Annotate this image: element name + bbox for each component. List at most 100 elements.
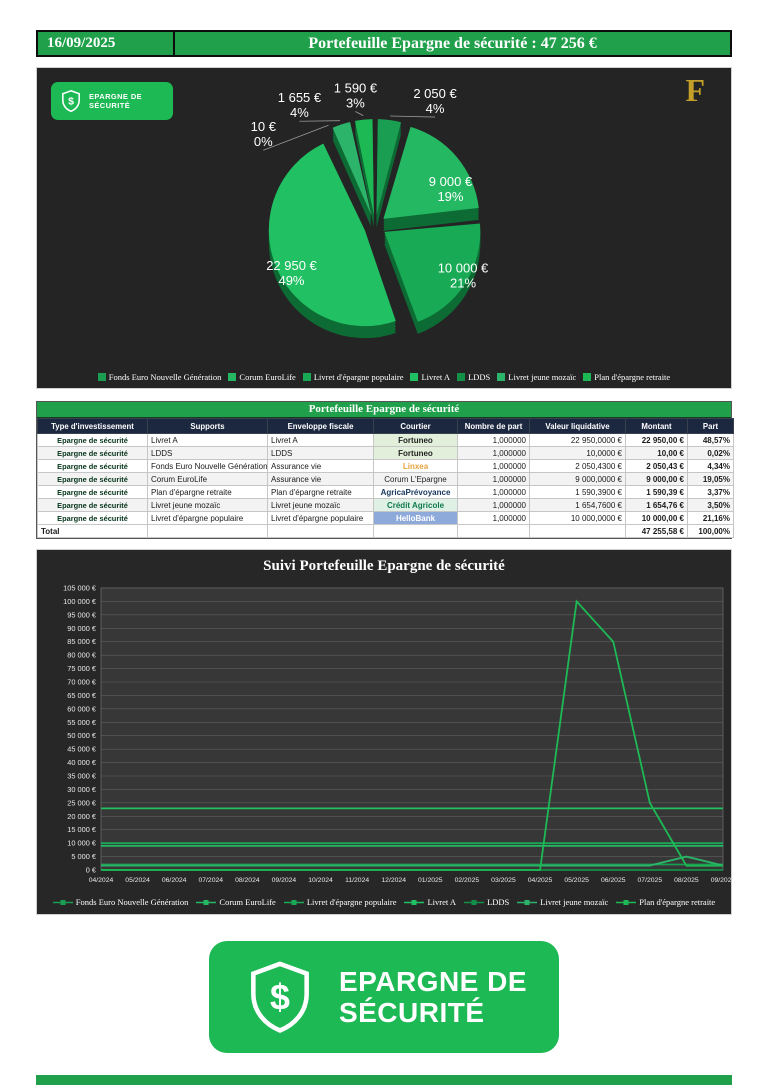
- table-cell: Livret jeune mozaïc: [147, 498, 268, 512]
- table-cell: 9 000,0000 €: [529, 472, 626, 486]
- table-row: Epargne de sécurité Fonds Euro Nouvelle G…: [37, 459, 734, 473]
- table-cell: Linxea: [373, 459, 458, 473]
- table-row: Epargne de sécurité Livret d'épargne popu…: [37, 511, 734, 525]
- table-cell: 1,000000: [457, 498, 530, 512]
- pie-legend-item: LDDS: [457, 372, 490, 382]
- legend-label: Livret jeune mozaïc: [540, 897, 609, 907]
- table-cell: Assurance vie: [267, 472, 374, 486]
- y-axis-label: 55 000 €: [67, 718, 96, 727]
- table-cell: 4,34%: [687, 459, 734, 473]
- y-axis-label: 100 000 €: [63, 597, 96, 606]
- y-axis-label: 30 000 €: [67, 785, 96, 794]
- table-cell: Epargne de sécurité: [37, 472, 148, 486]
- table-cell: AgricaPrévoyance: [373, 485, 458, 499]
- x-axis-label: 09/2024: [272, 877, 297, 884]
- x-axis-label: 01/2025: [418, 877, 443, 884]
- pie-label-line: [390, 115, 436, 118]
- table-cell: Fortuneo: [373, 433, 458, 447]
- svg-text:$: $: [270, 977, 290, 1017]
- table-cell: 1 590,3900 €: [529, 485, 626, 499]
- x-axis-label: 08/2025: [674, 877, 699, 884]
- y-axis-label: 0 €: [86, 866, 96, 875]
- legend-swatch: [228, 373, 237, 381]
- pie-data-label: 1 655 €4%: [278, 90, 322, 120]
- series-line: [101, 855, 724, 867]
- pie-slice: [332, 121, 372, 216]
- y-axis-label: 45 000 €: [67, 745, 96, 754]
- series-line: [101, 599, 724, 871]
- x-axis-label: 05/2025: [564, 877, 589, 884]
- chart-legend-item: Livret A: [404, 897, 456, 907]
- legend-label: Livret jeune mozaïc: [508, 372, 577, 382]
- table-cell: Crédit Agricole: [373, 498, 458, 512]
- table-cell: [373, 524, 458, 538]
- table-cell: 1,000000: [457, 446, 530, 460]
- x-axis-label: 04/2024: [89, 877, 114, 884]
- table-cell: LDDS: [147, 446, 268, 460]
- y-axis-label: 5 000 €: [71, 852, 96, 861]
- table-cell: [147, 524, 268, 538]
- column-header: Valeur liquidative: [529, 418, 626, 434]
- table-cell: Fortuneo: [373, 446, 458, 460]
- page-title: Portefeuille Epargne de sécurité : 47 25…: [308, 34, 597, 52]
- table-cell: Plan d'épargne retraite: [267, 485, 374, 499]
- y-axis-label: 10 000 €: [67, 839, 96, 848]
- pie-slice: [383, 126, 479, 219]
- table-total-row: Total 47 255,58 €100,00%: [37, 524, 734, 538]
- y-axis-label: 85 000 €: [67, 637, 96, 646]
- x-axis-label: 12/2024: [381, 877, 406, 884]
- table-body: Epargne de sécurité Livret A Livret A Fortu…: [37, 433, 734, 538]
- table-header: Type d'investissement Supports Enveloppe f…: [37, 418, 734, 434]
- pie-data-label: 10 000 €21%: [438, 261, 489, 291]
- table-cell: Epargne de sécurité: [37, 459, 148, 473]
- table-cell: [529, 524, 626, 538]
- legend-label: LDDS: [487, 897, 510, 907]
- legend-swatch: [583, 373, 592, 381]
- pie-label-line: [355, 111, 364, 116]
- table-cell: Corum EuroLife: [147, 472, 268, 486]
- x-axis-label: 08/2024: [235, 877, 260, 884]
- y-axis-label: 40 000 €: [67, 758, 96, 767]
- chart-legend-item: Corum EuroLife: [196, 897, 276, 907]
- column-header: Montant: [625, 418, 688, 434]
- table-cell: Livret jeune mozaïc: [267, 498, 374, 512]
- table-cell: Epargne de sécurité: [37, 511, 148, 525]
- legend-label: Livret A: [421, 372, 451, 382]
- table-cell: 9 000,00 €: [625, 472, 688, 486]
- chart-legend-item: Livret d'épargne populaire: [283, 897, 396, 907]
- legend-line-marker: [517, 899, 538, 905]
- table-cell: Epargne de sécurité: [37, 498, 148, 512]
- legend-swatch: [302, 373, 311, 381]
- legend-label: LDDS: [468, 372, 491, 382]
- y-axis-label: 90 000 €: [67, 624, 96, 633]
- column-header: Part: [687, 418, 734, 434]
- table-cell: Fonds Euro Nouvelle Génération: [147, 459, 268, 473]
- chart-legend-item: Livret jeune mozaïc: [517, 897, 608, 907]
- line-chart-panel: Suivi Portefeuille Epargne de sécurité 0…: [36, 549, 732, 915]
- badge-text: EPARGNE DE SÉCURITÉ: [89, 91, 143, 110]
- line-chart: 0 € 5 000 € 10 000 € 15 000 € 20 000 € 25 000…: [63, 584, 731, 885]
- svg-text:$: $: [68, 96, 74, 108]
- table-cell: 100,00%: [687, 524, 734, 538]
- table-cell: Assurance vie: [267, 459, 374, 473]
- table-cell: 21,16%: [687, 511, 734, 525]
- table-cell: Livret d'épargne populaire: [267, 511, 374, 525]
- table-cell: 2 050,4300 €: [529, 459, 626, 473]
- legend-label: Fonds Euro Nouvelle Génération: [108, 372, 222, 382]
- column-header: Enveloppe fiscale: [267, 418, 374, 434]
- header-bar: 16/09/2025 Portefeuille Epargne de sécur…: [36, 30, 732, 57]
- table-cell: 3,37%: [687, 485, 734, 499]
- legend-label: Plan d'épargne retraite: [639, 897, 716, 907]
- legend-line-marker: [464, 899, 485, 905]
- y-axis-label: 95 000 €: [67, 610, 96, 619]
- y-axis-label: 20 000 €: [67, 812, 96, 821]
- shield-dollar-icon: $: [251, 961, 309, 1033]
- table-cell: 1 654,76 €: [625, 498, 688, 512]
- pie-slice-depth: [330, 137, 371, 226]
- table-cell: LDDS: [267, 446, 374, 460]
- table-cell: 0,02%: [687, 446, 734, 460]
- legend-line-marker: [196, 899, 217, 905]
- pie-legend-item: Corum EuroLife: [228, 372, 296, 382]
- badge-text-large: EPARGNE DE SÉCURITÉ: [338, 965, 528, 1028]
- shield-dollar-icon: $: [62, 89, 80, 113]
